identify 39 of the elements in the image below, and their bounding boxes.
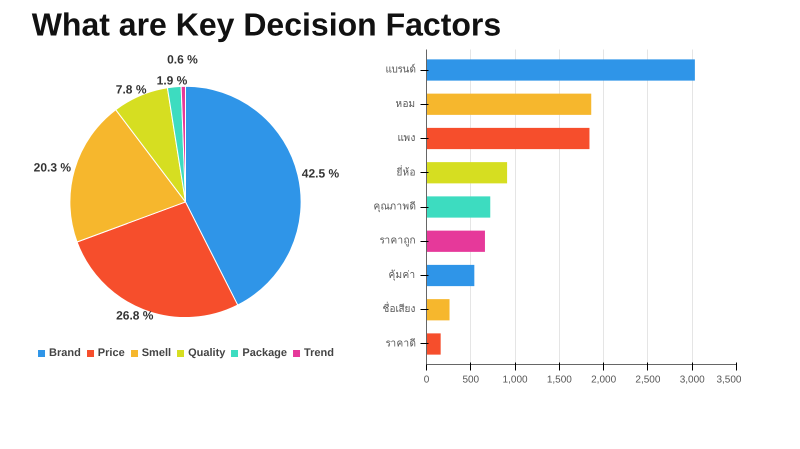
bar <box>426 230 485 252</box>
data-label: 26.8 % <box>116 308 154 322</box>
data-label: 0.6 % <box>167 52 198 67</box>
y-tick-label: แพง <box>398 133 416 144</box>
bar <box>426 94 592 115</box>
data-label: 7.8 % <box>116 82 147 97</box>
legend-label: Price <box>98 347 125 359</box>
x-tick-label: 2,000 <box>591 374 617 386</box>
bar <box>426 196 490 218</box>
x-tick-label: 3,000 <box>680 374 706 386</box>
y-tick-label: คุณภาพดี <box>374 200 416 212</box>
y-tick-label: หอม <box>396 98 416 110</box>
y-tick-label: ยี่ห้อ <box>396 164 416 178</box>
legend-label: Package <box>242 347 288 359</box>
x-tick-label: 2,500 <box>635 374 661 386</box>
data-label: 1.9 % <box>156 74 188 88</box>
x-tick-label: 0 <box>424 374 430 386</box>
y-tick-label: ราคาดี <box>386 337 416 350</box>
bar <box>426 128 590 150</box>
y-tick-label: แบรนด์ <box>386 64 416 76</box>
legend-label: Trend <box>304 347 334 359</box>
data-label: 20.3 % <box>34 160 72 175</box>
x-tick-label: 1,500 <box>546 374 572 386</box>
legend-label: Brand <box>49 347 81 359</box>
bar <box>426 162 508 184</box>
x-tick-label: 1,000 <box>502 374 528 386</box>
y-tick-label: คุ้มค่า <box>388 268 416 281</box>
legend-label: Smell <box>142 347 172 359</box>
data-label: 42.5 % <box>302 166 340 181</box>
x-tick-label: 3,500 <box>716 374 742 386</box>
chart-title: What are Key Decision Factors <box>32 6 502 43</box>
y-tick-label: ชื่อเสียง <box>382 301 416 316</box>
x-tick-label: 500 <box>462 374 480 386</box>
bar <box>426 264 474 286</box>
bar <box>426 299 450 320</box>
bar <box>426 59 695 81</box>
y-tick-label: ราคาถูก <box>380 236 416 247</box>
bar <box>426 333 441 355</box>
legend-label: Quality <box>188 347 226 359</box>
